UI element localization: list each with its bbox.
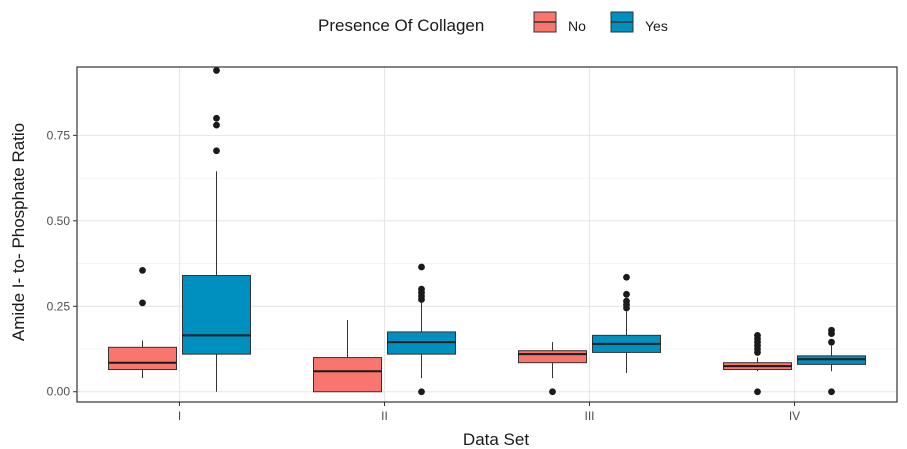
plot-border: [76, 66, 898, 403]
plot-area: 0.000.250.500.75I II III IV: [47, 66, 898, 423]
outlier-point: [754, 388, 761, 396]
outlier-point: [754, 331, 761, 339]
y-tick-label: 0.75: [47, 128, 71, 142]
x-axis-title: Data Set: [463, 430, 529, 449]
y-tick-label: 0.00: [47, 385, 71, 399]
outlier-point: [828, 338, 835, 346]
outlier-point: [549, 388, 556, 396]
outlier-point: [418, 263, 425, 271]
outlier-point: [623, 297, 630, 305]
box-no: [313, 357, 382, 393]
box-yes: [182, 275, 251, 355]
outlier-point: [623, 273, 630, 281]
box-no: [108, 346, 177, 371]
x-tick-label: III: [584, 409, 594, 423]
legend: Presence Of Collagen No Yes: [318, 11, 668, 35]
x-tick-label: IV: [789, 409, 800, 423]
y-tick-label: 0.25: [47, 299, 71, 313]
outlier-point: [213, 114, 220, 122]
x-tick-label: II: [381, 409, 388, 423]
outlier-point: [213, 147, 220, 155]
outlier-point: [418, 388, 425, 396]
legend-title: Presence Of Collagen: [318, 16, 484, 35]
box-no: [518, 350, 587, 364]
outlier-point: [139, 266, 146, 274]
outlier-point: [418, 285, 425, 293]
legend-label-no: No: [568, 18, 586, 34]
outlier-point: [213, 67, 220, 74]
legend-key-no: No: [533, 11, 586, 34]
x-tick-label: I: [178, 409, 181, 423]
outlier-point: [828, 388, 835, 396]
legend-label-yes: Yes: [645, 18, 668, 34]
outlier-point: [139, 299, 146, 307]
y-tick-label: 0.50: [47, 214, 71, 228]
outlier-point: [623, 290, 630, 298]
legend-key-yes: Yes: [610, 11, 668, 34]
y-axis-title: Amide I- to- Phosphate Ratio: [9, 123, 28, 341]
outlier-point: [213, 121, 220, 129]
outlier-point: [828, 326, 835, 334]
